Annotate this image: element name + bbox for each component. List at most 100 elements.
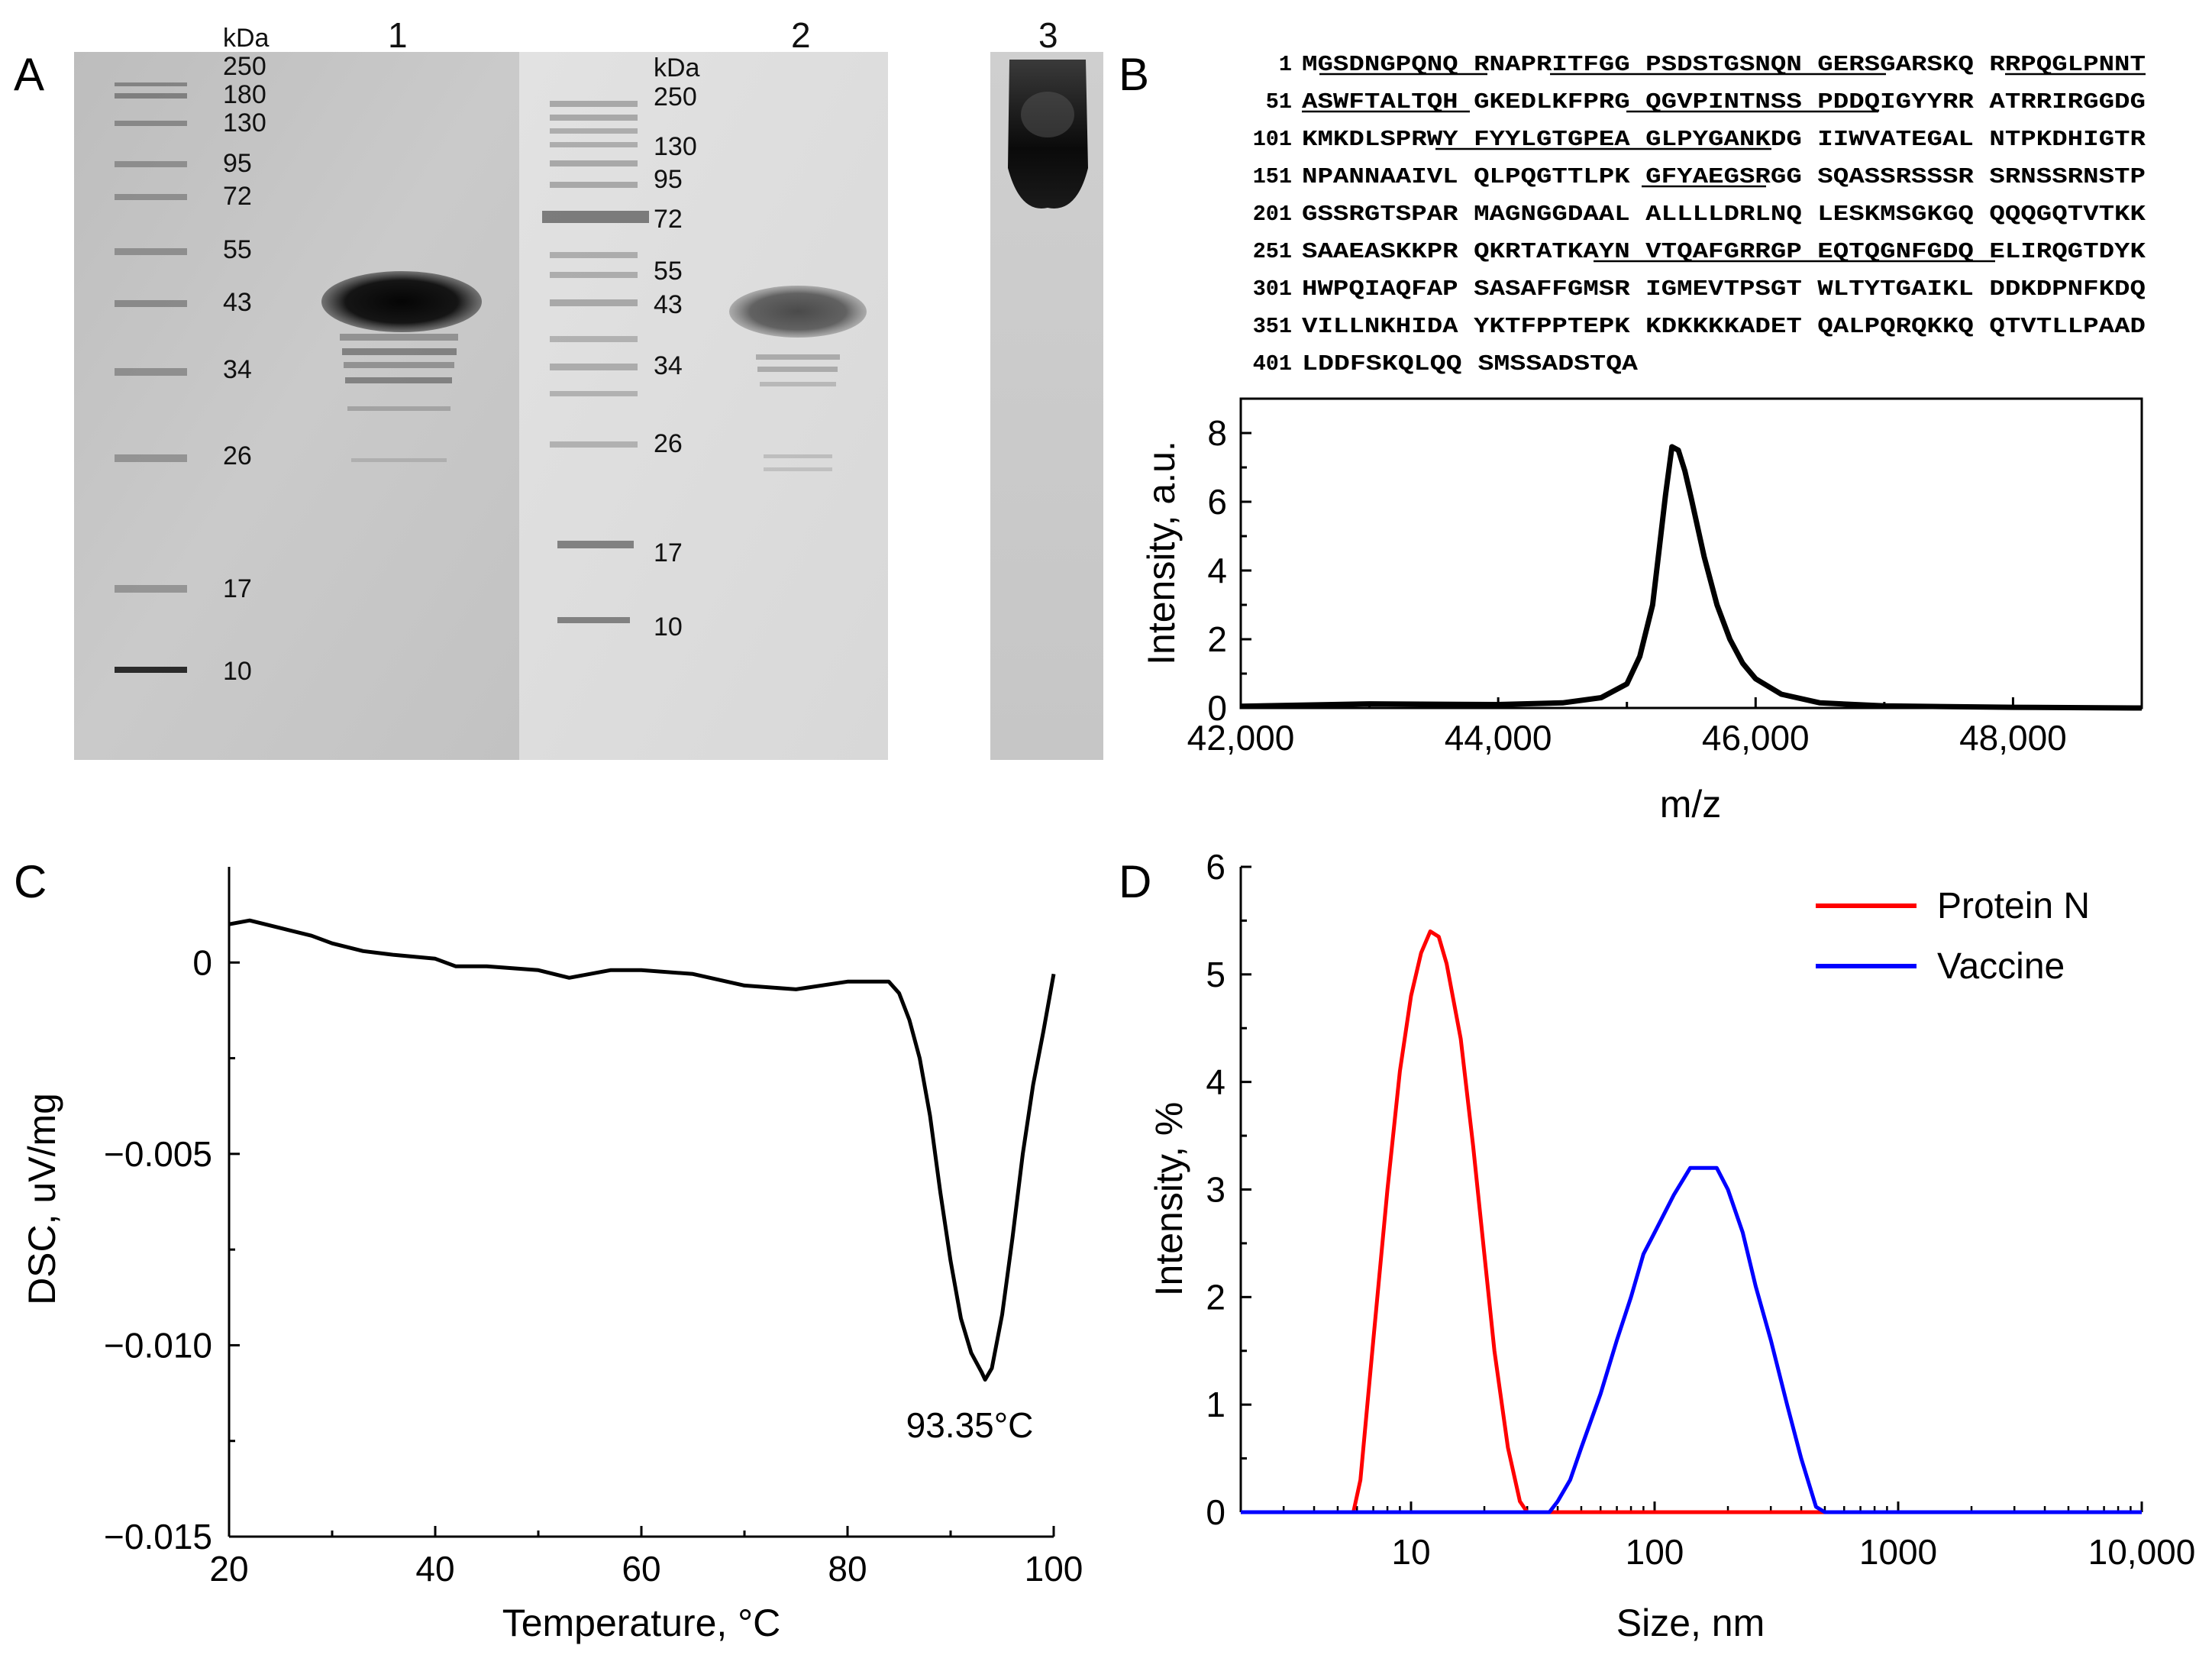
sample-band bbox=[756, 354, 840, 360]
ladder-label: 180 bbox=[223, 80, 266, 109]
gel-2-sample-lane bbox=[729, 286, 867, 471]
y-tick-label: 3 bbox=[1206, 1170, 1225, 1210]
y-tick-label: 2 bbox=[1207, 619, 1227, 659]
ladder-band bbox=[550, 252, 638, 258]
sequence-line-number: 1 bbox=[1279, 52, 1292, 77]
x-tick-label: 44,000 bbox=[1445, 718, 1552, 758]
ladder-label: 17 bbox=[223, 574, 252, 603]
gel-3-lane bbox=[1008, 60, 1088, 208]
x-tick-label: 48,000 bbox=[1959, 718, 2067, 758]
ladder-label: 10 bbox=[654, 613, 683, 642]
ladder-band bbox=[557, 617, 630, 623]
y-tick-label: 2 bbox=[1206, 1277, 1225, 1317]
ladder-band bbox=[115, 585, 187, 593]
ladder-label: 43 bbox=[654, 290, 683, 319]
ladder-label: 250 bbox=[223, 52, 266, 81]
ladder-band bbox=[550, 101, 638, 107]
chart-d-legend: Protein N Vaccine bbox=[1816, 886, 2090, 987]
chart-b-series-line bbox=[1240, 444, 2143, 711]
chart-b-ticks: 42,000 44,000 46,000 48,000 0 2 4 6 8 bbox=[1187, 413, 2067, 758]
sequence-line: 401 LDDFSKQLQQ SMSSADSTQA bbox=[1253, 351, 1639, 377]
sample-band bbox=[345, 377, 452, 383]
chart-d-series-vaccine bbox=[1241, 1165, 2142, 1514]
ladder-band bbox=[550, 364, 638, 370]
panel-label-b: B bbox=[1119, 49, 1149, 100]
ladder-band bbox=[550, 299, 638, 306]
sequence-line-number: 51 bbox=[1266, 89, 1292, 115]
sample-band bbox=[342, 348, 457, 355]
chart-c-y-axis-title: DSC, uV/mg bbox=[21, 1093, 63, 1305]
sequence-line-text: LDDFSKQLQQ SMSSADSTQA bbox=[1302, 351, 1639, 377]
ladder-label: 130 bbox=[223, 108, 266, 137]
y-tick-label: 5 bbox=[1206, 955, 1225, 994]
ladder-label: 55 bbox=[654, 257, 683, 286]
y-tick-label: 0 bbox=[1206, 1492, 1225, 1532]
ladder-band bbox=[115, 82, 187, 86]
ladder-band bbox=[115, 667, 187, 673]
sample-band bbox=[344, 362, 454, 368]
sequence-line-text: MGSDNGPQNQ RNAPRITFGG PSDSTGSNQN GERSGAR… bbox=[1302, 52, 2146, 77]
ladder-band bbox=[550, 160, 638, 166]
ladder-label: 10 bbox=[223, 657, 252, 686]
chart-d-ticks: 10 100 1000 10,000 0 1 2 3 4 5 6 bbox=[1206, 847, 2195, 1572]
chart-c-dsc: 20 40 60 80 100 0 −0.005 −0.010 −0.015 93.35°C T… bbox=[21, 867, 1083, 1644]
ladder-band bbox=[550, 272, 638, 278]
ladder-band bbox=[115, 368, 187, 376]
ladder-band bbox=[115, 300, 187, 307]
y-tick-label: −0.005 bbox=[104, 1134, 212, 1174]
ladder-band bbox=[557, 541, 634, 548]
x-tick-label: 60 bbox=[622, 1549, 660, 1589]
sequence-line-text: KMKDLSPRWY FYYLGTGPEA GLPYGANKDG IIWVATE… bbox=[1302, 127, 2146, 152]
gel-2-background bbox=[519, 52, 888, 760]
ladder-label: 34 bbox=[654, 351, 683, 380]
sequence-line-text: VILLNKHIDA YKTFPPTEPK KDKKKKADET QALPQRQ… bbox=[1302, 314, 2146, 339]
protein-sequence: 1 MGSDNGPQNQ RNAPRITFGG PSDSTGSNQN GERSG… bbox=[1253, 52, 2146, 377]
gel-1-background bbox=[74, 52, 519, 760]
chart-d-dls: 10 100 1000 10,000 0 1 2 3 4 5 6 Protein N Vaccine… bbox=[1148, 847, 2195, 1644]
legend-label-protein-n: Protein N bbox=[1937, 886, 2090, 926]
y-tick-label: 0 bbox=[192, 942, 212, 982]
sequence-line: 351 VILLNKHIDA YKTFPPTEPK KDKKKKADET QAL… bbox=[1253, 314, 2146, 339]
ladder-band bbox=[550, 336, 638, 342]
sequence-line-text: SAAEASKKPR QKRTATKAYN VTQAFGRRGP EQTQGNF… bbox=[1302, 239, 2146, 264]
x-tick-label: 46,000 bbox=[1702, 718, 1810, 758]
ladder-band bbox=[115, 194, 187, 200]
panel-label-d: D bbox=[1119, 856, 1151, 907]
ladder-label: 250 bbox=[654, 82, 697, 112]
chart-c-series-line bbox=[228, 918, 1056, 1382]
sequence-line-text: NPANNAAIVL QLPQGTTLPK GFYAEGSRGG SQASSRS… bbox=[1302, 164, 2146, 189]
chart-b-mass-spectrum: 42,000 44,000 46,000 48,000 0 2 4 6 8 m/z Intens… bbox=[1140, 397, 2143, 826]
gel-1-sample-lane bbox=[321, 271, 482, 462]
smear-highlight bbox=[1021, 92, 1074, 137]
ladder-label: 95 bbox=[654, 165, 683, 194]
sequence-line-number: 151 bbox=[1253, 164, 1292, 189]
sample-band bbox=[764, 467, 832, 471]
ladder-label: 130 bbox=[654, 132, 697, 161]
lane-label-1: 1 bbox=[388, 15, 408, 55]
ladder-label: 43 bbox=[223, 288, 252, 317]
sample-band-main bbox=[321, 271, 482, 332]
chart-b-y-axis-title: Intensity, a.u. bbox=[1140, 441, 1183, 665]
ladder-band bbox=[542, 211, 649, 223]
panel-label-a: A bbox=[14, 49, 44, 100]
sequence-line: 51 ASWFTALTQH GKEDLKFPRG QGVPINTNSS PDDQ… bbox=[1266, 89, 2146, 115]
gel-1-unit-label: kDa bbox=[223, 24, 270, 53]
ladder-band bbox=[550, 142, 638, 147]
gel-1-ladder-bands bbox=[115, 82, 187, 673]
sequence-line: 251 SAAEASKKPR QKRTATKAYN VTQAFGRRGP EQT… bbox=[1253, 239, 2146, 264]
lane-label-2: 2 bbox=[791, 15, 811, 55]
sequence-line-number: 401 bbox=[1253, 351, 1292, 377]
gel-2-ladder-bands bbox=[542, 101, 649, 623]
y-tick-label: 4 bbox=[1207, 551, 1227, 590]
chart-b-plot-frame bbox=[1239, 397, 2143, 710]
ladder-band bbox=[115, 161, 187, 167]
sequence-line-text: GSSRGTSPAR MAGNGGDAAL ALLLLDRLNQ LESKMSG… bbox=[1302, 202, 2146, 227]
x-tick-label: 20 bbox=[209, 1549, 248, 1589]
x-tick-label: 40 bbox=[415, 1549, 454, 1589]
ladder-label: 72 bbox=[223, 182, 252, 211]
sequence-line-number: 251 bbox=[1253, 239, 1292, 264]
chart-c-peak-annotation: 93.35°C bbox=[906, 1405, 1034, 1445]
ladder-band bbox=[115, 454, 187, 462]
sequence-line: 301 HWPQIAQFAP SASAFFGMSR IGMEVTPSGT WLT… bbox=[1253, 276, 2146, 302]
